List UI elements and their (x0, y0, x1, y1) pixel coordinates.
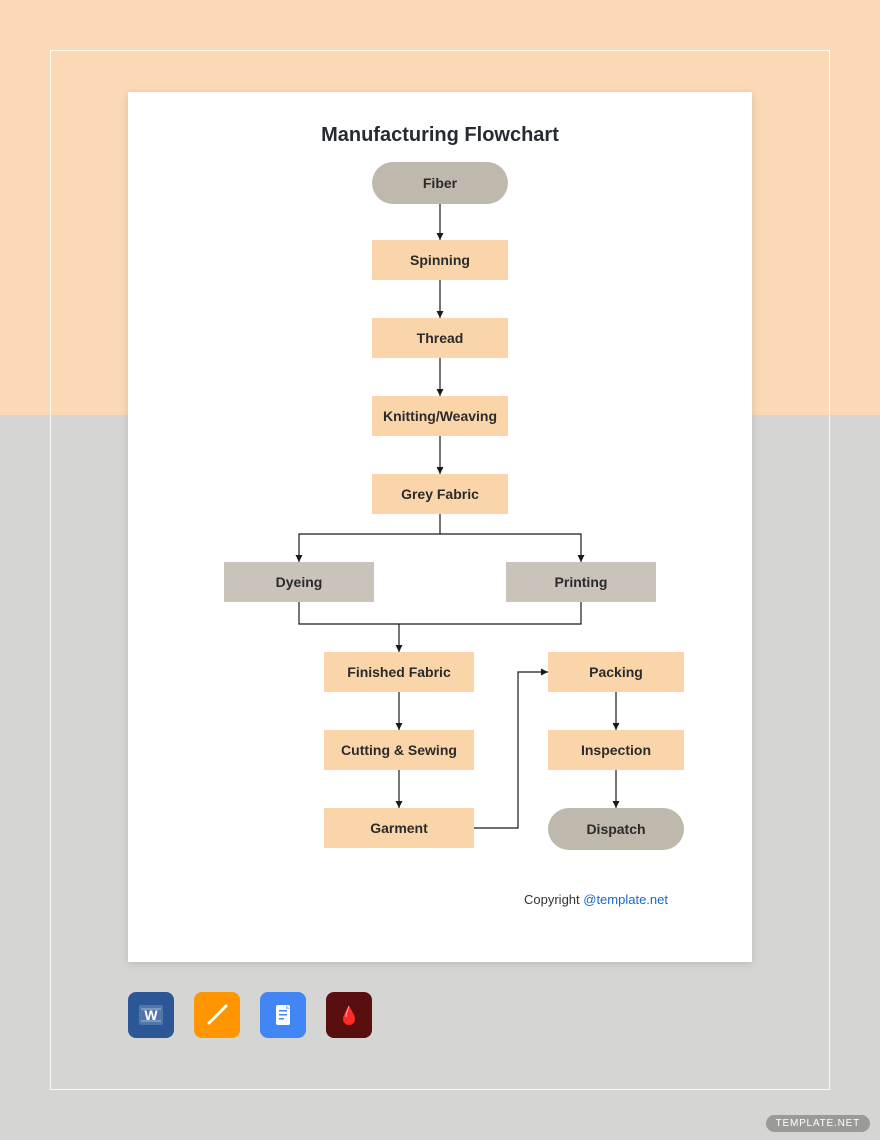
copyright-link[interactable]: @template.net (583, 892, 668, 907)
node-spinning: Spinning (372, 240, 508, 280)
pages-icon[interactable] (194, 992, 240, 1038)
node-fiber: Fiber (372, 162, 508, 204)
node-inspect: Inspection (548, 730, 684, 770)
watermark-badge: TEMPLATE.NET (766, 1115, 870, 1132)
node-garment: Garment (324, 808, 474, 848)
node-dispatch: Dispatch (548, 808, 684, 850)
pdf-icon[interactable] (326, 992, 372, 1038)
node-thread: Thread (372, 318, 508, 358)
copyright-prefix: Copyright (524, 892, 583, 907)
document-sheet: Manufacturing Flowchart FiberSpinningThr… (128, 92, 752, 962)
copyright-line: Copyright @template.net (524, 892, 668, 907)
word-icon[interactable]: W (128, 992, 174, 1038)
node-grey: Grey Fabric (372, 474, 508, 514)
node-knit: Knitting/Weaving (372, 396, 508, 436)
node-print: Printing (506, 562, 656, 602)
page-backdrop: Manufacturing Flowchart FiberSpinningThr… (0, 0, 880, 1140)
node-packing: Packing (548, 652, 684, 692)
node-finfab: Finished Fabric (324, 652, 474, 692)
node-dye: Dyeing (224, 562, 374, 602)
gdocs-icon[interactable] (260, 992, 306, 1038)
app-icon-row: W (128, 992, 372, 1038)
flowchart-canvas: Fiber Spinning Thread Knitting/Weaving Grey … (128, 92, 752, 962)
node-cut: Cutting & Sewing (324, 730, 474, 770)
